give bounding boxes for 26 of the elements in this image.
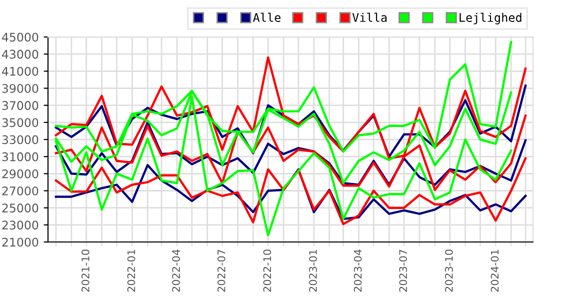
x-tick-label: 2022-07 bbox=[217, 250, 226, 292]
y-tick-label: 41000 bbox=[2, 66, 38, 76]
legend-label: Lejlighed bbox=[460, 12, 522, 24]
y-tick-label: 23000 bbox=[2, 220, 38, 230]
x-tick-label: 2022-04 bbox=[172, 250, 180, 292]
legend-label: Alle bbox=[252, 12, 281, 22]
x-tick-label: 2023-07 bbox=[399, 250, 408, 292]
legend-label: Villa bbox=[352, 12, 387, 22]
y-tick-label: 43000 bbox=[2, 50, 38, 59]
y-tick-label: 27000 bbox=[2, 186, 38, 196]
y-tick-label: 31000 bbox=[2, 152, 38, 162]
x-tick-label: 2022-10 bbox=[263, 250, 272, 292]
y-tick-label: 39000 bbox=[2, 84, 38, 93]
x-tick-label: 2021-10 bbox=[81, 250, 90, 292]
y-tick-label: 25000 bbox=[2, 204, 38, 212]
x-tick-label: 2022-01 bbox=[127, 250, 136, 292]
y-tick-label: 35000 bbox=[2, 118, 38, 128]
y-tick-label: 45000 bbox=[2, 32, 38, 42]
x-tick-label: 2024-01 bbox=[490, 250, 499, 292]
x-tick-label: 2023-10 bbox=[444, 250, 453, 292]
y-tick-label: 37000 bbox=[2, 101, 38, 110]
x-tick-label: 2023-01 bbox=[309, 250, 317, 292]
y-tick-label: 21000 bbox=[2, 238, 38, 247]
y-tick-label: 33000 bbox=[2, 135, 38, 144]
x-tick-label: 2023-04 bbox=[354, 250, 362, 292]
y-tick-label: 29000 bbox=[2, 169, 38, 178]
